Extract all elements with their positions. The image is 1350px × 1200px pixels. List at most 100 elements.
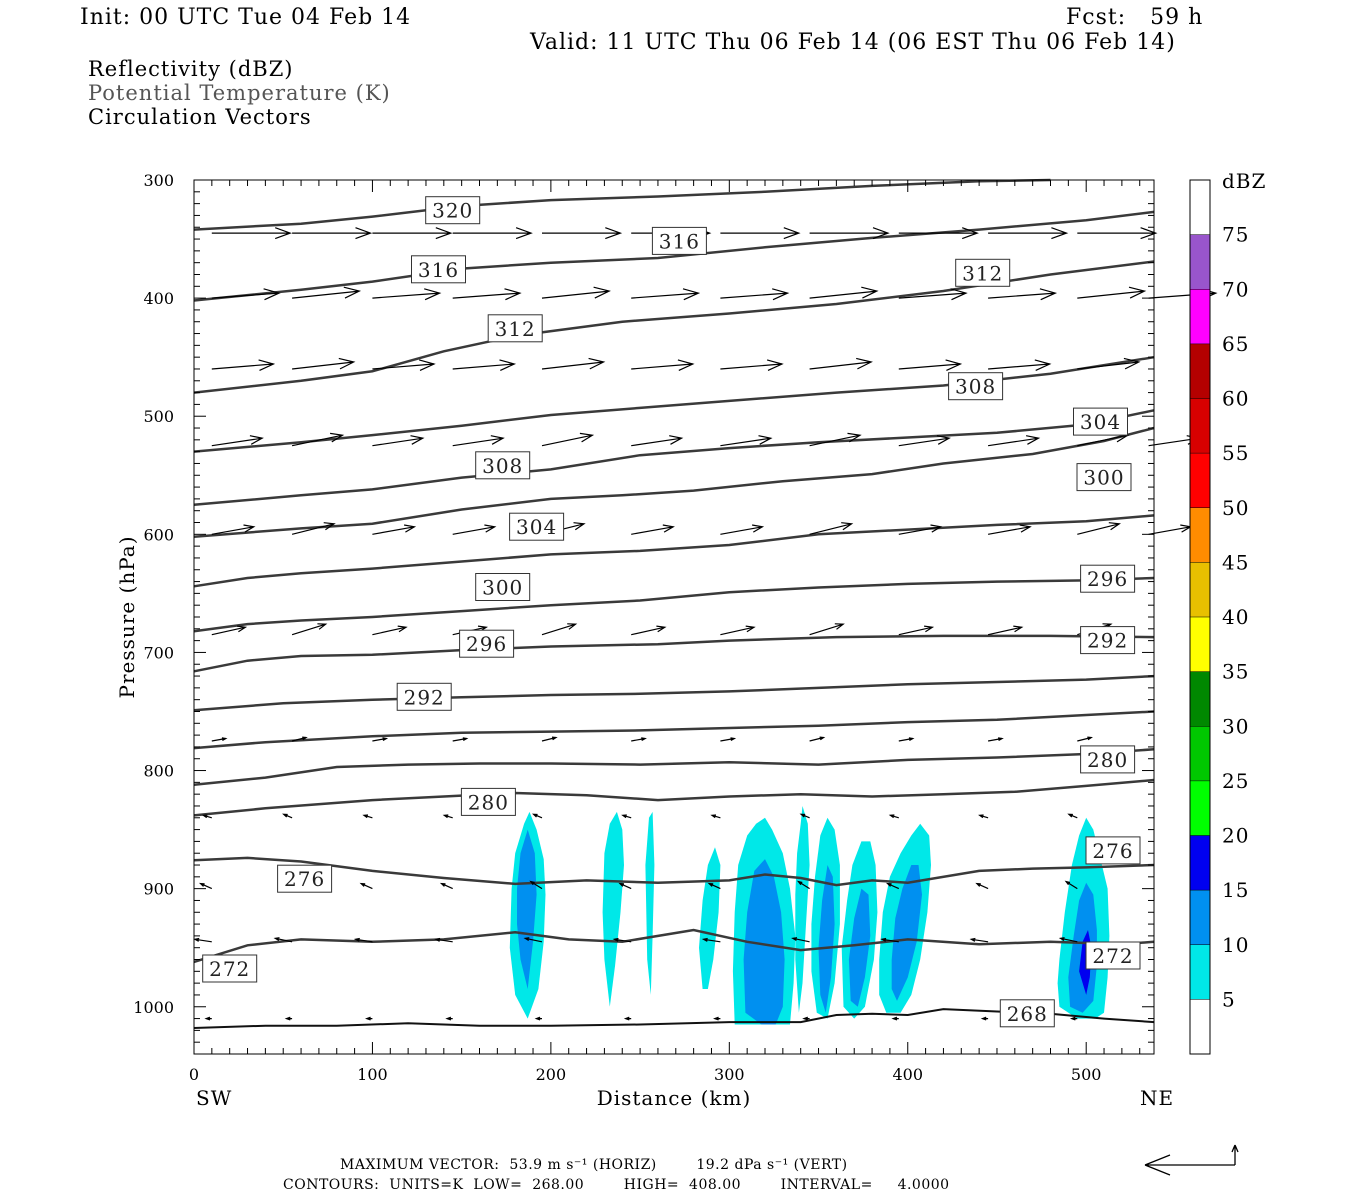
vector-10-9 <box>980 1016 989 1021</box>
vector-6-6 <box>720 737 737 742</box>
contour-label-layer: 320 316 316 312 312 308 304 308 300 304 296 300 292 2… <box>202 196 1141 1028</box>
vector-10-10 <box>1069 1016 1078 1021</box>
colorbar-segment-9 <box>1190 507 1210 563</box>
x-tick-label-3: 300 <box>714 1065 745 1084</box>
vector-3-7 <box>809 432 862 447</box>
contour-label-text-3: 312 <box>962 261 1003 285</box>
vector-1-1 <box>292 286 362 299</box>
contour-label-4: 312 <box>487 314 543 343</box>
vector-3-8 <box>898 435 951 447</box>
vector-10-3 <box>445 1016 453 1021</box>
vector-8-10 <box>1064 880 1078 890</box>
contour-label-7: 308 <box>475 451 531 480</box>
contour-label-text-1: 316 <box>659 229 700 253</box>
colorbar-label-70: 70 <box>1222 277 1249 301</box>
colorbar-segment-7 <box>1190 617 1210 672</box>
colorbar-segment-1 <box>1190 944 1210 1000</box>
theta-contour-10 <box>193 710 1155 750</box>
reflectivity-region-9 <box>818 865 835 1013</box>
vector-0-3 <box>452 227 533 240</box>
vector-7-1 <box>282 813 293 819</box>
contour-label-19: 272 <box>1085 941 1141 970</box>
theta-contour-7 <box>193 576 1155 633</box>
vector-2-9 <box>988 359 1052 371</box>
reference-vector-horizontal <box>1144 1154 1235 1176</box>
colorbar-segment-6 <box>1190 671 1210 727</box>
vector-4-0 <box>211 524 256 535</box>
theta-contour-9 <box>193 674 1155 712</box>
colorbar-segment-5 <box>1190 726 1210 781</box>
contour-label-9: 304 <box>509 512 565 541</box>
reflectivity-region-11 <box>848 888 871 1007</box>
valid-time: Valid: 11 UTC Thu 06 Feb 14 (06 EST Thu … <box>530 30 1176 55</box>
reflectivity-region-6 <box>743 859 785 1025</box>
contour-label-3: 312 <box>955 258 1011 287</box>
vector-7-2 <box>362 814 373 819</box>
theta-contour-8 <box>193 634 1155 673</box>
forecast-hour: Fcst: 59 h <box>1066 5 1204 30</box>
colorbar-label-50: 50 <box>1222 496 1249 520</box>
reflectivity-region-1 <box>517 829 537 989</box>
contour-label-text-10: 296 <box>1087 567 1128 591</box>
reflectivity-region-4 <box>699 847 721 989</box>
vector-10-0 <box>204 1016 212 1021</box>
colorbar-label-30: 30 <box>1222 714 1249 738</box>
vector-3-4 <box>541 432 595 447</box>
theta-contour-0 <box>193 178 1051 231</box>
vector-2-0 <box>211 359 276 371</box>
colorbar-segment-4 <box>1190 780 1210 836</box>
colorbar-label-15: 15 <box>1222 878 1249 902</box>
contour-label-11: 300 <box>475 573 531 601</box>
vector-9-3 <box>434 937 453 943</box>
colorbar-label-55: 55 <box>1222 441 1249 465</box>
y-tick-label-7: 1000 <box>133 998 174 1017</box>
contour-label-1: 316 <box>651 226 707 255</box>
vector-6-2 <box>372 737 389 742</box>
reference-vector-vertical <box>1231 1144 1239 1165</box>
x-tick-label-5: 500 <box>1071 1065 1102 1084</box>
vector-9-2 <box>353 937 373 943</box>
contour-label-5: 308 <box>948 372 1004 401</box>
vector-4-5 <box>631 524 675 535</box>
vector-1-9 <box>988 288 1058 301</box>
contour-label-text-7: 308 <box>482 454 523 478</box>
contour-label-16: 280 <box>460 787 516 816</box>
contour-label-text-18: 276 <box>284 867 325 891</box>
vector-8-6 <box>707 882 721 890</box>
vector-4-10 <box>1077 522 1121 535</box>
contour-label-14: 292 <box>396 682 452 711</box>
vector-7-0 <box>201 814 212 819</box>
x-tick-label-1: 100 <box>357 1065 388 1084</box>
colorbar-segment-10 <box>1190 453 1210 508</box>
colorbar-label-65: 65 <box>1222 332 1249 356</box>
vector-6-1 <box>291 736 308 742</box>
vector-1-2 <box>372 288 442 301</box>
contour-label-text-15: 280 <box>1087 748 1128 772</box>
y-tick-label-2: 500 <box>143 407 174 426</box>
contour-label-text-9: 304 <box>516 515 557 539</box>
vector-6-8 <box>898 737 915 742</box>
vector-8-9 <box>975 882 989 890</box>
vector-2-5 <box>631 359 695 371</box>
vector-0-7 <box>809 227 890 240</box>
vector-8-7 <box>796 880 810 890</box>
y-tick-label-0: 300 <box>143 171 174 190</box>
vector-3-3 <box>452 435 505 447</box>
plot-frame <box>193 179 1155 1055</box>
contour-label-0: 320 <box>425 196 481 225</box>
vector-4-2 <box>372 524 417 535</box>
vector-10-4 <box>534 1016 542 1021</box>
contour-label-text-11: 300 <box>482 576 523 600</box>
reflectivity-region-2 <box>602 811 624 1007</box>
colorbar-segment-8 <box>1190 562 1210 617</box>
contour-label-text-5: 308 <box>955 375 996 399</box>
vector-7-5 <box>621 814 632 819</box>
colorbar-label-60: 60 <box>1222 387 1249 411</box>
contour-label-text-13: 296 <box>466 632 507 656</box>
vector-3-1 <box>291 432 345 447</box>
contour-label-21: 268 <box>999 999 1055 1028</box>
vector-1-6 <box>720 288 790 301</box>
vector-7-3 <box>442 814 453 819</box>
vector-4-8 <box>898 524 943 535</box>
axis-ticks: 0 100 200 300 400 500 300 400 500 600 700 800 900 100… <box>133 171 1154 1084</box>
